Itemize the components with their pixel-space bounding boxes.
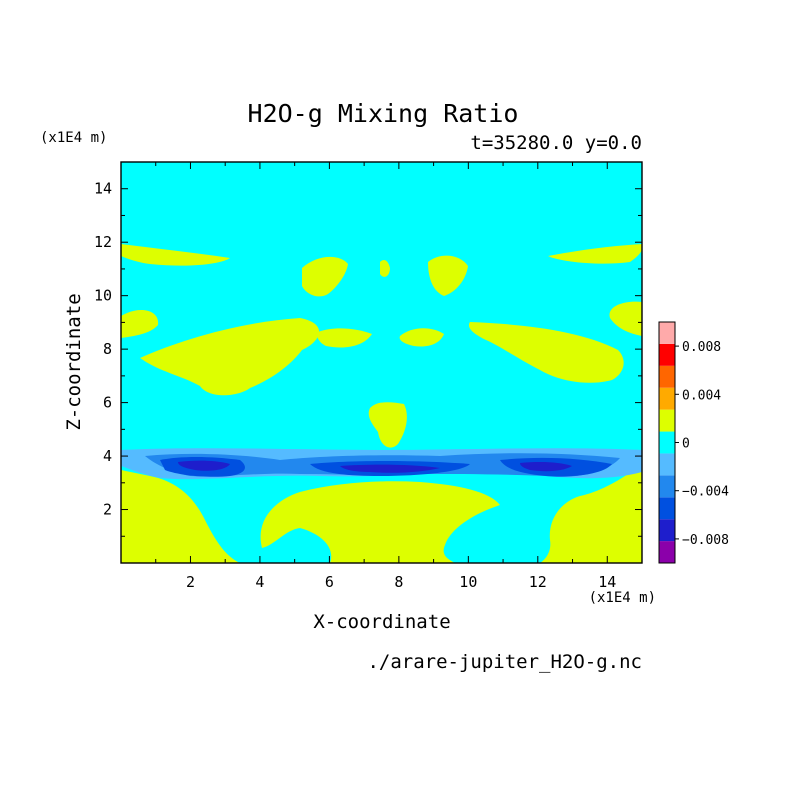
contour-region-neg-right-core <box>520 462 572 472</box>
colorbar-swatch <box>659 343 675 366</box>
x-unit-label: (x1E4 m) <box>589 590 656 606</box>
y-tick-label: 8 <box>103 340 112 358</box>
colorbar-tick-label: 0.004 <box>682 388 721 403</box>
chart-title: H2O-g Mixing Ratio <box>248 99 519 128</box>
x-axis-label: X-coordinate <box>313 611 450 633</box>
colorbar-tick-label: −0.008 <box>682 533 729 548</box>
x-tick-label: 4 <box>255 573 264 591</box>
colorbar-swatch <box>659 365 675 388</box>
colorbar: 0.008 0.004 0 −0.004 −0.008 <box>658 321 729 564</box>
y-tick-label: 14 <box>94 180 112 198</box>
contour-region-bottom-right <box>540 465 642 563</box>
colorbar-swatch <box>659 322 675 344</box>
contour-region-low-right <box>609 301 642 336</box>
x-tick-label: 6 <box>325 573 334 591</box>
contour-region-upper-center-spike <box>380 260 390 277</box>
y-tick-label: 2 <box>103 501 112 519</box>
contour-region-neg-left-core <box>178 460 230 471</box>
contour-region-upper-center-left <box>302 256 348 297</box>
contour-region-mid-center-right <box>399 328 444 347</box>
x-tick-label: 8 <box>394 573 403 591</box>
contour-region-mid-center-left <box>317 328 372 348</box>
contour-region-upper-center-right <box>428 255 468 296</box>
colorbar-tick-label: 0 <box>682 437 690 452</box>
colorbar-swatch <box>659 453 675 476</box>
colorbar-tick-label: −0.004 <box>682 485 729 500</box>
colorbar-swatch <box>659 431 675 454</box>
chart-subtitle: t=35280.0 y=0.0 <box>470 132 642 154</box>
x-tick-label: 10 <box>459 573 477 591</box>
y-tick-label: 10 <box>94 287 112 305</box>
contour-region-bottom-left <box>121 470 240 563</box>
contour-field <box>121 162 642 563</box>
colorbar-swatch <box>659 475 675 498</box>
contour-region-mid-right <box>468 322 624 383</box>
contour-region-low-left <box>121 310 159 338</box>
contour-region-bottom-center <box>260 481 500 563</box>
x-tick-label: 12 <box>529 573 547 591</box>
y-tick-label: 4 <box>103 447 112 465</box>
colorbar-swatch <box>659 541 675 563</box>
contour-region-mid-left <box>140 318 320 396</box>
x-tick-label: 2 <box>186 573 195 591</box>
colorbar-swatch <box>659 497 675 520</box>
contour-region-upper-left-band <box>121 244 230 266</box>
source-file-label: ./arare-jupiter_H2O-g.nc <box>367 651 642 673</box>
plot-frame <box>120 161 643 564</box>
colorbar-swatch <box>659 519 675 542</box>
y-axis-label: Z-coordinate <box>63 293 85 430</box>
axes: 2 4 6 8 10 12 14 2 4 6 8 10 12 14 <box>94 161 643 591</box>
x-tick-label: 14 <box>598 573 616 591</box>
colorbar-swatch <box>659 409 675 432</box>
contour-region-upper-right-band <box>548 244 642 264</box>
contour-region-center-blob <box>368 402 407 448</box>
y-tick-label: 12 <box>94 233 112 251</box>
y-unit-label: (x1E4 m) <box>40 130 107 146</box>
colorbar-tick-label: 0.008 <box>682 340 721 355</box>
contour-region-neg-center-core <box>340 464 440 473</box>
y-tick-label: 6 <box>103 394 112 412</box>
colorbar-swatch <box>659 387 675 410</box>
